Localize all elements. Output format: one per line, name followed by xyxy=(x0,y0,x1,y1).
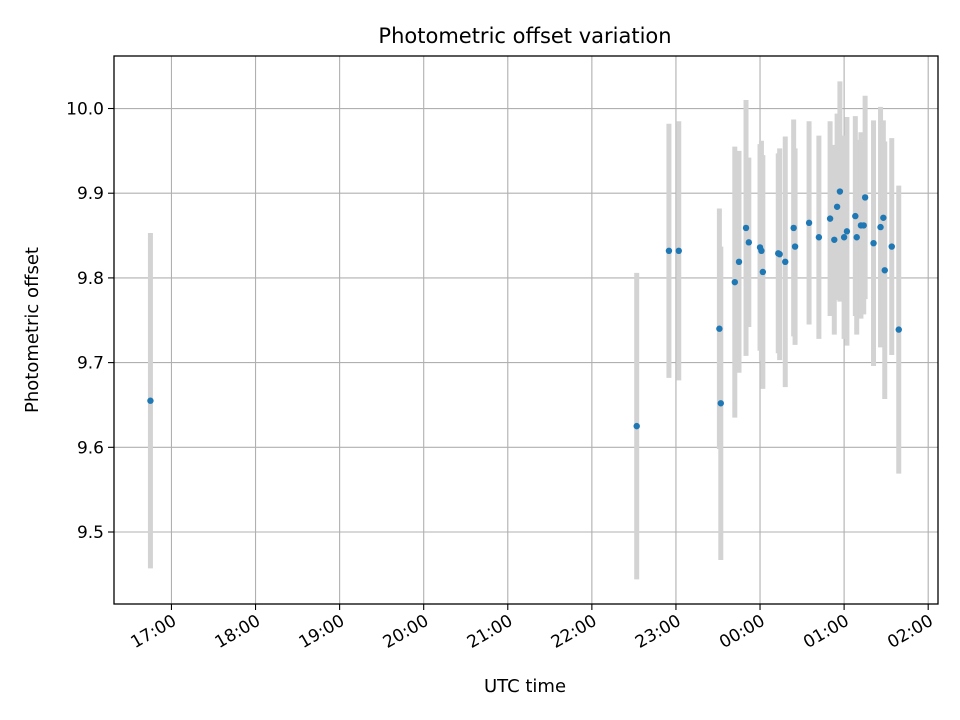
data-point xyxy=(836,188,844,195)
y-tick-label: 9.8 xyxy=(77,269,104,289)
data-point xyxy=(791,243,799,250)
data-point xyxy=(633,422,640,430)
data-point xyxy=(840,234,848,241)
data-point xyxy=(745,239,753,246)
data-point xyxy=(731,278,739,286)
x-axis-label: UTC time xyxy=(484,676,566,697)
data-point xyxy=(742,224,750,232)
data-point xyxy=(716,325,723,332)
data-point xyxy=(717,400,724,407)
plot-frame xyxy=(113,55,939,605)
data-point xyxy=(843,228,851,235)
data-point xyxy=(675,247,682,255)
data-point xyxy=(860,222,867,229)
data-point xyxy=(853,234,860,241)
data-point xyxy=(735,258,743,266)
data-point xyxy=(758,247,765,255)
data-point xyxy=(147,397,154,404)
data-point xyxy=(870,239,877,247)
data-point xyxy=(815,234,823,241)
data-point xyxy=(852,212,859,220)
data-point xyxy=(877,223,884,231)
data-point xyxy=(880,214,887,221)
data-point xyxy=(776,250,783,258)
data-point xyxy=(831,236,838,243)
data-point xyxy=(665,247,673,255)
y-tick-label: 9.6 xyxy=(77,438,104,458)
data-point xyxy=(782,258,789,266)
y-tick-label: 10.0 xyxy=(66,100,104,120)
data-point xyxy=(790,224,797,232)
data-points xyxy=(147,188,902,430)
y-tick-label: 9.7 xyxy=(77,354,104,374)
data-point xyxy=(895,326,902,333)
y-tick-label: 9.5 xyxy=(77,523,104,543)
data-point xyxy=(805,219,813,227)
data-point xyxy=(881,267,888,274)
data-point xyxy=(888,243,895,250)
data-point xyxy=(833,203,841,210)
y-axis-label: Photometric offset xyxy=(22,247,43,413)
chart-title: Photometric offset variation xyxy=(378,24,671,48)
data-point xyxy=(826,215,834,222)
y-axis: 9.5 9.6 9.7 9.8 9.9 10.0 xyxy=(66,100,114,543)
y-tick-label: 9.9 xyxy=(77,184,104,204)
data-point xyxy=(759,268,767,276)
data-point xyxy=(861,194,869,201)
